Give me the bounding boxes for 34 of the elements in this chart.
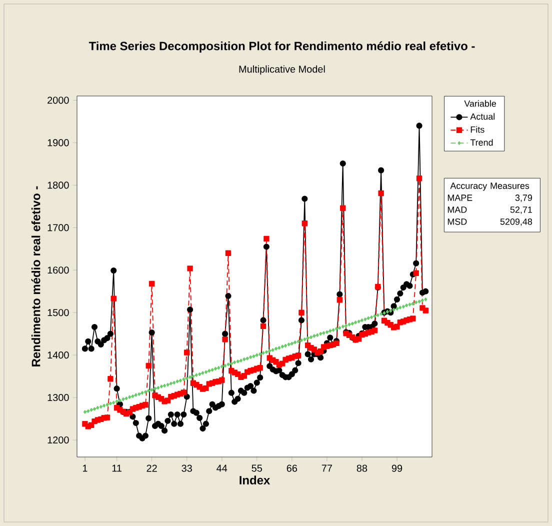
x-tick-label: 66 (286, 464, 298, 472)
x-axis-title: Index (240, 476, 270, 484)
y-tick-label: 1900 (48, 139, 69, 146)
text: MAD (448, 206, 467, 213)
legend-label: Actual (470, 113, 494, 120)
x-tick-label: 1 (82, 464, 88, 472)
text: MSD (448, 218, 467, 225)
y-tick-label: 2000 (48, 96, 69, 104)
y-tick-label: 1500 (48, 309, 69, 316)
text: 52,71 (510, 206, 532, 214)
x-tick-label: 77 (322, 464, 332, 472)
y-tick-label: 1600 (48, 266, 69, 274)
chart-subtitle: Multiplicative Model (239, 65, 325, 75)
legend-label: Fits (470, 126, 484, 133)
x-tick-label: 11 (112, 464, 122, 472)
x-tick-label: 44 (216, 464, 228, 472)
legend-label: Trend (470, 139, 493, 146)
y-tick-label: 1200 (48, 436, 69, 444)
text: 3,79 (515, 194, 532, 202)
y-tick-label: 1800 (48, 182, 69, 189)
x-tick-label: 33 (182, 464, 192, 472)
text: 5209,48 (500, 218, 532, 226)
legend-title: Variable (464, 100, 496, 107)
y-axis-title: Rendimento médio real efetivo - (31, 186, 40, 366)
x-tick-label: 99 (392, 464, 402, 472)
x-tick-label: 55 (252, 464, 262, 472)
y-tick-label: 1300 (48, 394, 69, 402)
chart-title: Time Series Decomposition Plot for Rendimento médio real efetivo - (88, 41, 475, 53)
text: Accuracy Measures (450, 182, 530, 191)
y-tick-label: 1400 (48, 352, 69, 359)
y-tick-label: 1700 (48, 224, 69, 232)
x-tick-label: 22 (146, 464, 157, 472)
x-tick-label: 88 (356, 464, 368, 472)
text: MAPE (448, 194, 472, 201)
